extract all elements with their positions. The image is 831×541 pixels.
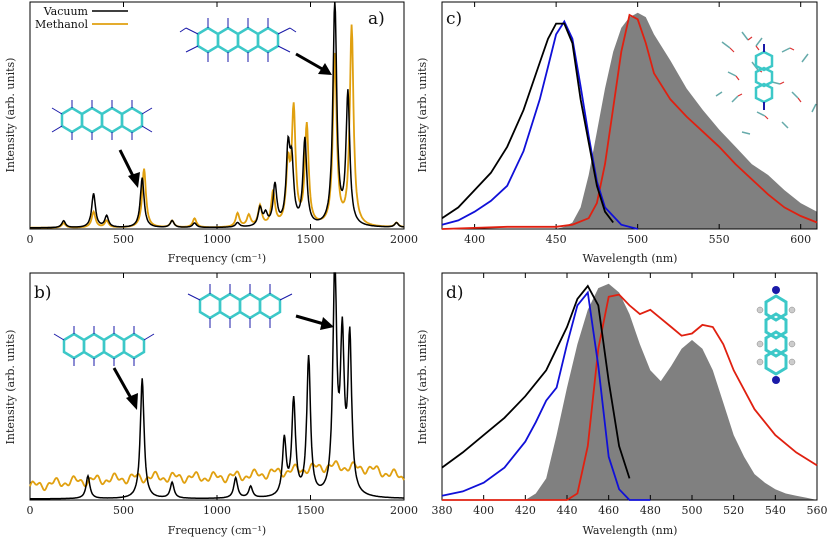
panel-2-xtick-label: 450 — [546, 233, 567, 246]
molecule-3d-image — [756, 286, 796, 384]
panel-a-tag: a) — [368, 9, 385, 29]
panel-b-methanol-line — [29, 460, 405, 492]
molecule-diagram-lower — [51, 100, 153, 140]
panel-c-red-line — [441, 13, 818, 230]
arrow-a-upper — [295, 52, 332, 75]
panel-3-xtick-label: 440 — [557, 504, 578, 517]
panel-d: 380 400 420 440 460 480 500 520 540 560 d) Wavele… — [416, 272, 828, 537]
panel-c-black-line — [441, 22, 614, 224]
molecule-diagram-upper — [179, 18, 297, 62]
panel-c-ylabel: Intensity (arb. units) — [416, 58, 429, 173]
panel-c-frame — [441, 1, 818, 230]
panel-1-xtick-label: 2000 — [390, 504, 418, 517]
panel-0-xtick-label: 0 — [27, 233, 34, 246]
panel-3-xtick-label: 420 — [515, 504, 536, 517]
panel-c-experimental-area — [556, 12, 817, 229]
panel-c-xlabel: Wavelength (nm) — [583, 252, 678, 265]
panel-1-xtick-label: 1000 — [203, 504, 231, 517]
panel-c: 400 450 500 550 600 c) Wavelength (nm) Inten… — [416, 1, 818, 265]
panel-0-xtick-label: 2000 — [390, 233, 418, 246]
panel-b-vacuum-line — [30, 272, 404, 500]
panel-d-tag: d) — [446, 283, 464, 303]
panel-3-xtick-label: 480 — [640, 504, 661, 517]
panel-c-tag: c) — [446, 9, 462, 29]
panel-3-xtick-label: 460 — [598, 504, 619, 517]
panel-2-xtick-label: 600 — [790, 233, 811, 246]
legend-methanol-label: Methanol — [35, 18, 89, 31]
panel-1-xtick-label: 1500 — [297, 504, 325, 517]
panel-0-xtick-label: 1000 — [203, 233, 231, 246]
panel-b-tag: b) — [34, 283, 52, 303]
panel-0-xtick-label: 500 — [113, 233, 134, 246]
panel-d-blue-line — [441, 290, 651, 501]
panel-3-xtick-label: 520 — [723, 504, 744, 517]
panel-3-xtick-label: 400 — [473, 504, 494, 517]
panel-b-ylabel: Intensity (arb. units) — [4, 330, 17, 445]
panel-d-xlabel: Wavelength (nm) — [583, 524, 678, 537]
arrow-b-upper — [295, 314, 334, 330]
panel-b-xlabel: Frequency (cm⁻¹) — [168, 524, 266, 537]
panel-2-xtick-label: 500 — [627, 233, 648, 246]
panel-a: 0 500 1000 1500 2000 a) Frequency (cm⁻¹) Int… — [4, 1, 418, 265]
molecule-diagram-b-upper — [187, 284, 293, 328]
solvated-molecule-image — [715, 31, 817, 135]
panel-d-red-line — [442, 293, 818, 501]
panel-3-xtick-label: 560 — [807, 504, 828, 517]
panel-3-xtick-label: 380 — [432, 504, 453, 517]
panel-a-methanol-line — [30, 24, 405, 229]
panel-3-xtick-label: 540 — [765, 504, 786, 517]
panel-3-xtick-label: 500 — [682, 504, 703, 517]
panel-a-ylabel: Intensity (arb. units) — [4, 58, 17, 173]
panel-b: 0 500 1000 1500 2000 b) Frequency (cm⁻¹) Int… — [4, 272, 418, 537]
panel-2-xtick-label: 550 — [709, 233, 730, 246]
panel-a-xlabel: Frequency (cm⁻¹) — [168, 252, 266, 265]
panel-0-xtick-label: 1500 — [297, 233, 325, 246]
arrow-a-lower — [118, 149, 140, 188]
panel-d-ylabel: Intensity (arb. units) — [416, 330, 429, 445]
panel-1-xtick-label: 0 — [27, 504, 34, 517]
panel-2-xtick-label: 400 — [464, 233, 485, 246]
panel-c-blue-line — [441, 19, 638, 230]
arrow-b-lower — [112, 367, 138, 410]
panel-1-xtick-label: 500 — [113, 504, 134, 517]
legend-vacuum-label: Vacuum — [43, 5, 89, 18]
molecule-diagram-b-lower — [53, 326, 155, 366]
panel-a-vacuum-line — [30, 1, 405, 229]
panel-d-experimental-area — [525, 283, 817, 500]
panel-d-black-line — [441, 284, 631, 479]
